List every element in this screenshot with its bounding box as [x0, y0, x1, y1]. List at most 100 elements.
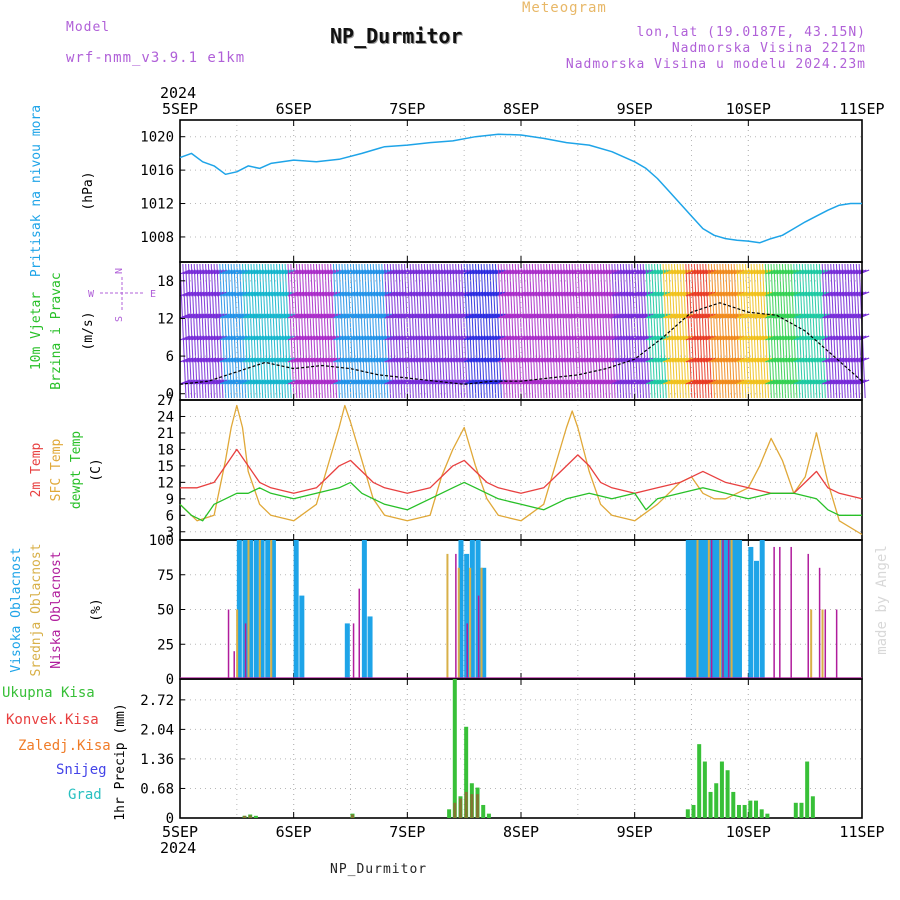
- wind-barb: [685, 263, 693, 399]
- wind-barb-tick: [779, 357, 790, 363]
- wind-barb-tick: [475, 335, 486, 341]
- wind-barb-tick: [858, 379, 870, 385]
- wind-barb-tick: [256, 335, 267, 341]
- wind-barb-tick: [728, 291, 739, 297]
- wind-barb-tick: [344, 357, 356, 363]
- wind-barb-tick: [560, 357, 572, 363]
- wind-barb-tick: [634, 291, 645, 297]
- wind-barb-tick: [390, 291, 401, 297]
- wind-barb-tick: [498, 357, 509, 363]
- wind-barb-tick: [438, 357, 449, 363]
- wind-barb: [315, 263, 323, 399]
- wind-barb-tick: [705, 335, 716, 341]
- wind-barb-tick: [728, 357, 739, 363]
- wind-barb: [554, 263, 562, 399]
- watermark: made by Angel: [874, 545, 890, 655]
- wind-barb-tick: [768, 357, 779, 363]
- pressure-panel: 1008 1012 1016 1020: [140, 119, 863, 263]
- wind-barb: [429, 263, 437, 399]
- wind-barb: [631, 263, 639, 399]
- wind-barb-tick: [236, 291, 248, 297]
- wind-barb-tick: [333, 357, 344, 363]
- wind-barb-tick: [347, 357, 358, 363]
- precip-legend-0: Ukupna Kisa: [2, 685, 95, 701]
- wind-barb: [295, 263, 304, 399]
- wind-barb: [526, 263, 534, 399]
- total-precip-bar: [464, 726, 469, 818]
- wind-barb-tick: [333, 335, 344, 341]
- wind-barb-tick: [330, 335, 341, 341]
- wind-barb-tick: [705, 357, 716, 363]
- wind-barb: [773, 263, 781, 399]
- wind-barb-tick: [316, 357, 327, 363]
- wind-barb-tick: [665, 335, 677, 341]
- wind-barb: [622, 263, 630, 399]
- wind-barb-tick: [733, 335, 745, 341]
- wind-barb: [455, 263, 463, 399]
- total-precip-bar: [481, 804, 486, 818]
- wind-barb-tick: [731, 357, 742, 363]
- wind-barb: [671, 263, 679, 399]
- wind-barb-tick: [560, 335, 572, 341]
- wind-barb-tick: [591, 291, 603, 297]
- mid-cloud-bar: [480, 567, 483, 679]
- wind-barb: [838, 263, 846, 399]
- wind-barb-tick: [458, 291, 469, 297]
- wind-barb-tick: [199, 291, 211, 297]
- wind-barb-tick: [785, 291, 796, 297]
- wind-barb-tick: [620, 335, 631, 341]
- wind-ytick-label: 6: [166, 349, 174, 365]
- wind-barb: [847, 263, 855, 399]
- mid-cloud-bar: [810, 609, 813, 679]
- wind-barb: [219, 263, 227, 399]
- wind-barb-tick: [679, 291, 691, 297]
- wind-barb-tick: [455, 335, 466, 341]
- wind-barb-tick: [753, 357, 765, 363]
- wind-barb-tick: [742, 357, 753, 363]
- wind-barb-tick: [787, 291, 799, 297]
- wind-barb-tick: [324, 335, 336, 341]
- wind-barb-tick: [790, 357, 802, 363]
- wind-barb-tick: [341, 335, 353, 341]
- wind-barb-tick: [660, 335, 671, 341]
- wind-barb-tick: [225, 357, 236, 363]
- wind-barb-tick: [719, 335, 731, 341]
- high-cloud-bar: [242, 540, 248, 679]
- high-cloud-bar: [361, 540, 367, 679]
- wind-barb-tick: [344, 291, 356, 297]
- wind-barb-tick: [543, 291, 554, 297]
- wind-barb: [364, 263, 372, 399]
- wind-barb-tick: [355, 357, 367, 363]
- wind-barb-tick: [262, 291, 273, 297]
- total-precip-bar: [799, 802, 804, 818]
- wind-barb-tick: [290, 357, 302, 363]
- wind-barb-tick: [347, 291, 358, 297]
- high-cloud-bar: [259, 540, 265, 679]
- total-precip-bar: [765, 813, 770, 818]
- wind-barb-tick: [370, 335, 381, 341]
- wind-barb-tick: [424, 357, 435, 363]
- wind-barb-tick: [796, 357, 807, 363]
- wind-barb-tick: [725, 357, 736, 363]
- wind-barb: [261, 263, 269, 399]
- wind-barb-tick: [466, 291, 478, 297]
- wind-barb-tick: [566, 291, 577, 297]
- wind-barb-tick: [688, 291, 699, 297]
- temp-ylabel-dewpt: dewpt Temp: [69, 431, 84, 509]
- wind-barb: [489, 263, 497, 399]
- wind-barb-tick: [858, 313, 870, 319]
- wind-barb-tick: [810, 291, 822, 297]
- wind-barb-tick: [768, 291, 779, 297]
- wind-barb-tick: [193, 357, 205, 363]
- wind-barb-tick: [807, 291, 819, 297]
- wind-barb-tick: [498, 335, 509, 341]
- wind-barb-tick: [836, 335, 847, 341]
- wind-barb-tick: [824, 291, 836, 297]
- precip-ytick-label: 2.04: [140, 722, 174, 738]
- wind-barb-tick: [441, 335, 452, 341]
- wind-barb-tick: [534, 291, 546, 297]
- wind-barb: [747, 263, 755, 399]
- wind-barb-tick: [847, 335, 859, 341]
- wind-barb-tick: [623, 357, 634, 363]
- wind-barb-tick: [736, 335, 748, 341]
